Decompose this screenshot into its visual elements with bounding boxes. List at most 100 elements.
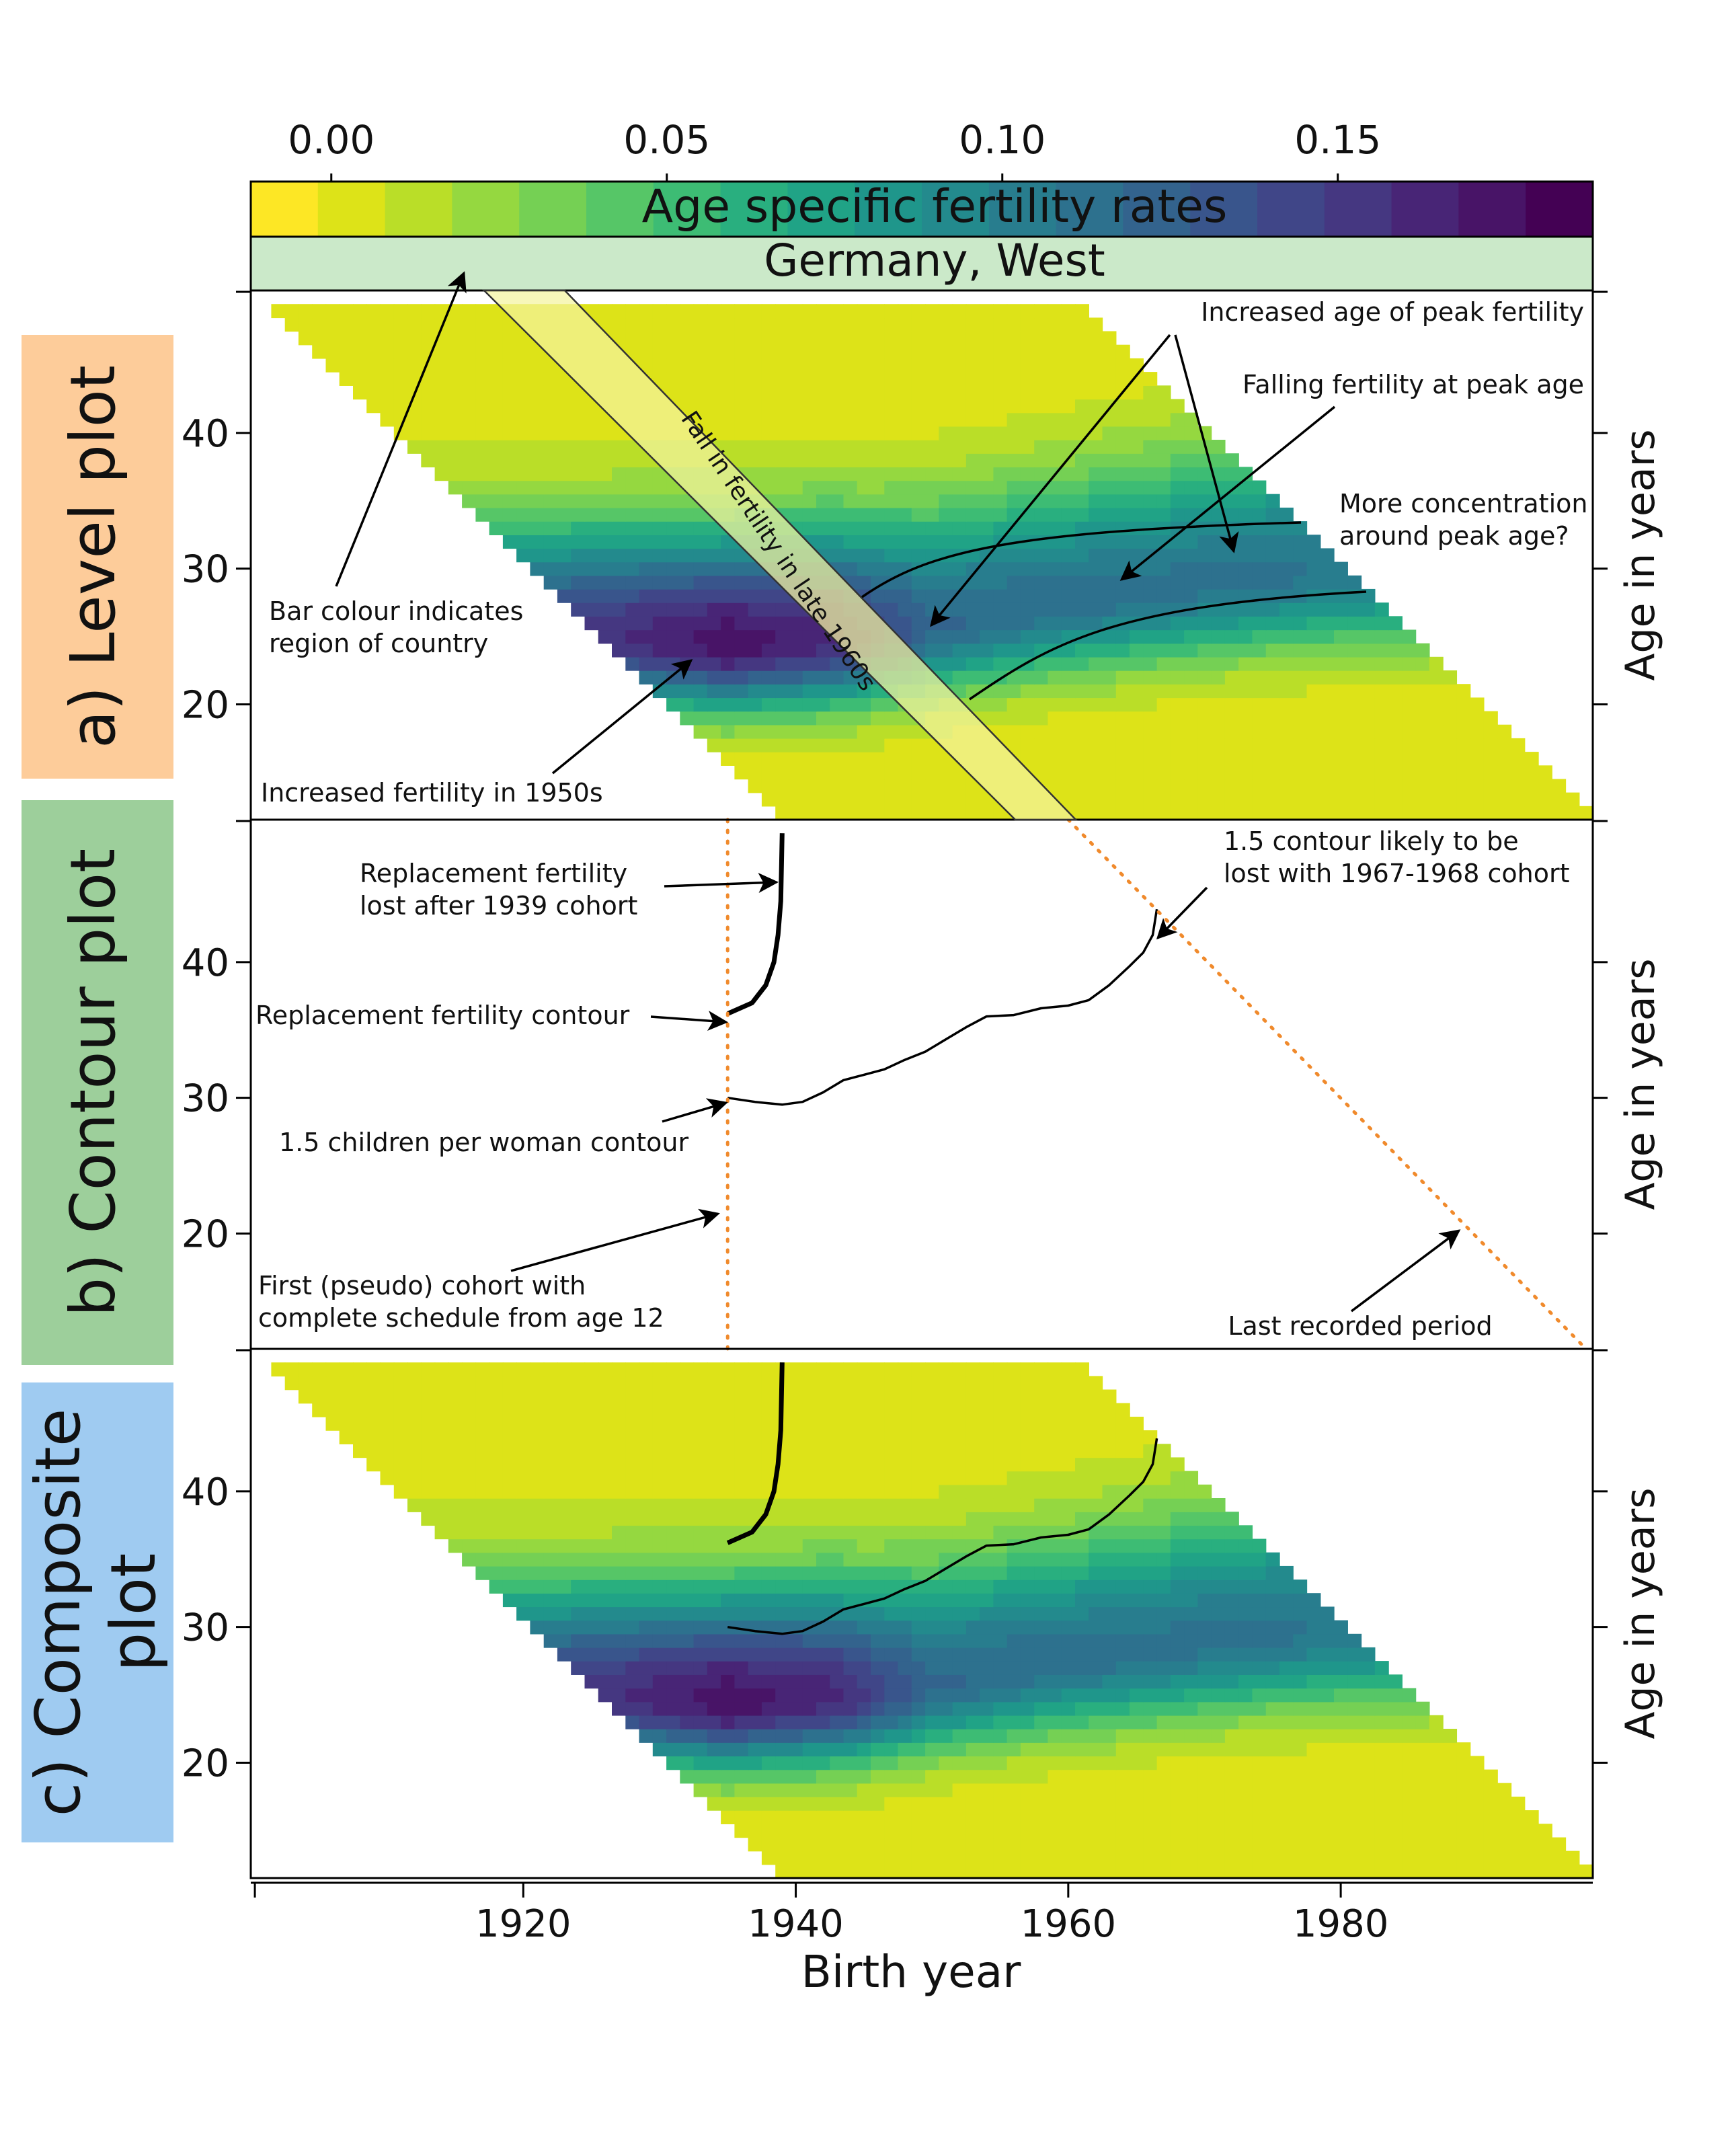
heat-cell	[1320, 1824, 1335, 1838]
heat-cell	[625, 535, 640, 549]
heat-cell	[1184, 1756, 1199, 1770]
heat-cell	[1238, 1837, 1253, 1852]
heat-cell	[761, 1444, 776, 1458]
heat-cell	[898, 806, 912, 820]
heat-cell	[761, 331, 776, 346]
heat-cell	[475, 1498, 490, 1512]
heat-cell	[1470, 697, 1485, 712]
heat-cell	[489, 494, 504, 508]
heat-cell	[1020, 643, 1035, 658]
annotation-last-period: Last recorded period	[1228, 1311, 1492, 1341]
heat-cell	[1429, 1796, 1444, 1811]
heat-cell	[871, 1824, 885, 1838]
heat-cell	[666, 1715, 681, 1729]
heat-cell	[965, 453, 980, 468]
heat-cell	[1320, 561, 1335, 576]
heat-cell	[448, 453, 463, 468]
heat-cell	[1170, 765, 1185, 780]
heat-cell	[734, 1593, 749, 1608]
heat-cell	[1130, 1701, 1144, 1716]
heat-cell	[1334, 1674, 1348, 1689]
heat-cell	[571, 1416, 586, 1431]
heat-cell	[789, 1783, 803, 1797]
heat-cell	[1224, 1769, 1239, 1784]
heat-cell	[761, 1674, 776, 1689]
heat-cell	[639, 1620, 654, 1635]
heat-cell	[680, 344, 695, 359]
panel-label-level: a) Level plot	[57, 365, 129, 748]
heat-cell	[612, 602, 626, 617]
heat-cell	[1361, 643, 1376, 658]
heat-cell	[871, 331, 885, 346]
heat-cell	[952, 1850, 967, 1865]
heat-cell	[1170, 1850, 1185, 1865]
heat-cell	[884, 344, 899, 359]
heat-cell	[993, 1864, 1008, 1878]
heat-cell	[830, 1824, 844, 1838]
heat-cell	[898, 1565, 912, 1580]
heat-cell	[884, 1633, 899, 1648]
heat-cell	[557, 1525, 571, 1540]
heat-cell	[952, 1688, 967, 1703]
heat-cell	[557, 467, 571, 481]
heat-cell	[1170, 440, 1185, 454]
heat-cell	[1007, 724, 1021, 739]
heat-cell	[857, 575, 871, 590]
heat-cell	[1211, 724, 1226, 739]
heat-cell	[1115, 588, 1130, 603]
heat-cell	[1020, 1769, 1035, 1784]
heat-cell	[462, 304, 477, 319]
heat-cell	[1470, 1810, 1485, 1824]
heat-cell	[666, 548, 681, 563]
heat-cell	[1265, 1715, 1280, 1729]
heat-cell	[502, 521, 517, 535]
heat-cell	[1061, 1647, 1076, 1662]
heat-cell	[489, 1444, 504, 1458]
heat-cell	[1238, 752, 1253, 766]
heat-cell	[1456, 779, 1471, 793]
heat-cell	[1075, 440, 1089, 454]
heat-cell	[952, 1389, 967, 1404]
heat-cell	[707, 385, 721, 400]
heat-cell	[775, 711, 790, 726]
heat-cell	[1048, 711, 1062, 726]
heat-cell	[775, 1606, 790, 1621]
heat-cell	[1089, 1850, 1103, 1865]
heat-cell	[761, 1362, 776, 1377]
heat-cell	[666, 1430, 681, 1444]
heat-cell	[871, 765, 885, 780]
heat-cell	[1061, 1580, 1076, 1594]
heat-cell	[462, 1444, 477, 1458]
heat-cell	[1456, 724, 1471, 739]
heat-cell	[1156, 494, 1171, 508]
heat-cell	[1306, 575, 1321, 590]
heat-cell	[884, 1512, 899, 1526]
heat-cell	[707, 1457, 721, 1472]
heat-cell	[1048, 1620, 1062, 1635]
heat-cell	[965, 1552, 980, 1567]
colorbar-tick-label: 0.10	[959, 117, 1045, 163]
heat-cell	[598, 1416, 613, 1431]
heat-cell	[1034, 1376, 1049, 1391]
heat-cell	[462, 1376, 477, 1391]
heat-cell	[721, 1769, 736, 1784]
heat-cell	[571, 602, 586, 617]
heat-cell	[584, 548, 599, 563]
heat-cell	[625, 1633, 640, 1648]
arrow-falling-fertility-peak	[1119, 405, 1336, 581]
heat-cell	[557, 1580, 571, 1594]
heat-cell	[1374, 752, 1389, 766]
heat-cell	[1102, 480, 1117, 495]
heat-cell	[1347, 1674, 1362, 1689]
heat-cell	[475, 1484, 490, 1499]
heat-cell	[680, 670, 695, 685]
heat-cell	[475, 453, 490, 468]
heat-cell	[939, 1389, 953, 1404]
heat-cell	[816, 1525, 830, 1540]
heat-cell	[1170, 1769, 1185, 1784]
heat-cell	[925, 1824, 940, 1838]
heat-cell	[1184, 1512, 1199, 1526]
heat-cell	[1075, 372, 1089, 386]
heat-cell	[816, 1864, 830, 1878]
heat-cell	[965, 1580, 980, 1594]
